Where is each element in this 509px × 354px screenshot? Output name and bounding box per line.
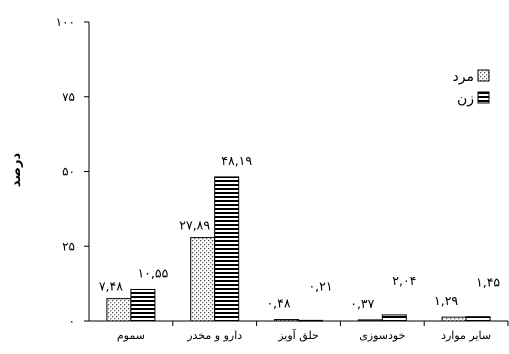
x-tick-label: حلق آویز <box>277 328 319 343</box>
y-tick-label: ۲۵ <box>62 239 75 253</box>
data-label: ۲۷,۸۹ <box>179 218 210 233</box>
bar-male-1 <box>190 237 216 322</box>
y-tick-label: ۵۰ <box>62 165 75 179</box>
data-label: ۰,۴۸ <box>266 296 290 311</box>
data-label: ۱۰,۵۵ <box>137 265 168 280</box>
data-label: ۴۸,۱۹ <box>221 153 252 168</box>
legend-label: زن <box>457 91 474 107</box>
y-axis-ticks: ۰ ۲۵ ۵۰ ۷۵ ۱۰۰ <box>56 15 89 328</box>
data-label: ۷,۴۸ <box>99 279 123 294</box>
x-tick-label: خودسوزی <box>359 329 405 342</box>
data-label: ۰,۳۷ <box>350 296 374 311</box>
y-tick-label: ۱۰۰ <box>56 15 75 29</box>
data-label: ۱,۲۹ <box>434 293 458 308</box>
data-labels: ۷,۴۸ ۱۰,۵۵ ۲۷,۸۹ ۴۸,۱۹ ۰,۴۸ ۰,۲۱ ۰,۳۷ ۲,۰۴ ۱,۲۹ ۱… <box>99 153 501 311</box>
bar-female-4 <box>465 316 491 322</box>
x-tick-label: سایر موارد <box>441 329 491 342</box>
y-tick-label: ۷۵ <box>62 90 75 104</box>
data-label: ۰,۲۱ <box>308 278 332 293</box>
y-tick-label: ۰ <box>69 314 75 328</box>
legend: مرد زن <box>453 69 490 107</box>
x-axis-ticks: سموم دارو و مخدر حلق آویز خودسوزی سایر موارد <box>117 321 509 343</box>
bar-female-1 <box>214 176 240 322</box>
bar-female-3 <box>381 314 407 322</box>
data-label: ۱,۴۵ <box>476 275 500 290</box>
legend-label: مرد <box>453 69 474 85</box>
bar-male-0 <box>106 298 132 322</box>
bar-male-4 <box>441 316 467 322</box>
data-label: ۲,۰۴ <box>392 273 416 288</box>
x-tick-label: سموم <box>117 329 145 342</box>
legend-swatch <box>477 91 490 104</box>
x-tick-label: دارو و مخدر <box>186 329 242 342</box>
bar-female-0 <box>130 288 156 322</box>
bars <box>106 176 491 322</box>
y-axis-label: درصد <box>9 153 24 188</box>
legend-swatch <box>477 69 490 82</box>
